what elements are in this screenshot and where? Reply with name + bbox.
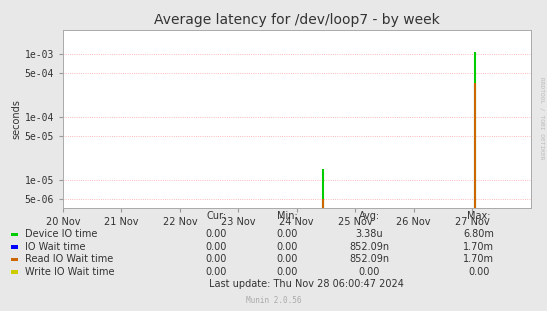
Text: Device IO time: Device IO time (25, 229, 97, 239)
Text: Munin 2.0.56: Munin 2.0.56 (246, 296, 301, 305)
Text: 0.00: 0.00 (276, 254, 298, 264)
Text: Write IO Wait time: Write IO Wait time (25, 267, 114, 276)
Title: Average latency for /dev/loop7 - by week: Average latency for /dev/loop7 - by week (154, 13, 440, 27)
Text: Max:: Max: (467, 211, 490, 221)
Text: 852.09n: 852.09n (349, 254, 389, 264)
Text: 6.80m: 6.80m (463, 229, 494, 239)
Text: 0.00: 0.00 (276, 229, 298, 239)
Text: Read IO Wait time: Read IO Wait time (25, 254, 113, 264)
Text: 3.38u: 3.38u (356, 229, 383, 239)
Text: RRDTOOL / TOBI OETIKER: RRDTOOL / TOBI OETIKER (539, 77, 544, 160)
Text: 0.00: 0.00 (276, 242, 298, 252)
Y-axis label: seconds: seconds (11, 99, 22, 139)
Text: 0.00: 0.00 (205, 267, 227, 276)
Text: Last update: Thu Nov 28 06:00:47 2024: Last update: Thu Nov 28 06:00:47 2024 (209, 279, 404, 289)
Text: 1.70m: 1.70m (463, 254, 494, 264)
Text: 0.00: 0.00 (276, 267, 298, 276)
Text: Cur:: Cur: (206, 211, 226, 221)
Text: 1.70m: 1.70m (463, 242, 494, 252)
Text: 0.00: 0.00 (205, 229, 227, 239)
Text: Min:: Min: (277, 211, 298, 221)
Text: 852.09n: 852.09n (349, 242, 389, 252)
Text: Avg:: Avg: (359, 211, 380, 221)
Text: 0.00: 0.00 (358, 267, 380, 276)
Text: 0.00: 0.00 (468, 267, 490, 276)
Text: 0.00: 0.00 (205, 242, 227, 252)
Text: IO Wait time: IO Wait time (25, 242, 85, 252)
Text: 0.00: 0.00 (205, 254, 227, 264)
